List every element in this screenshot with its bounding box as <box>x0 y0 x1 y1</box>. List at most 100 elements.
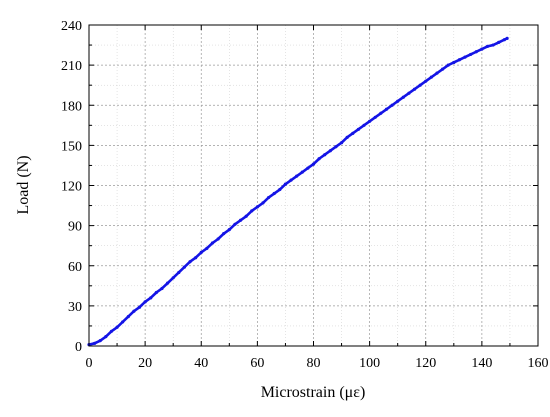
data-point <box>278 187 282 192</box>
data-point <box>238 218 243 222</box>
x-axis-tick-labels: 0 20 40 60 80 100 120 140 160 <box>86 356 549 371</box>
data-point <box>452 60 456 65</box>
data-point <box>104 335 108 339</box>
data-point <box>379 111 383 115</box>
data-point <box>98 339 102 343</box>
data-point <box>222 232 226 236</box>
y-tick-label: 120 <box>61 180 82 195</box>
data-point <box>121 320 125 324</box>
data-point <box>328 149 332 153</box>
data-point <box>390 103 394 107</box>
data-point <box>306 166 310 170</box>
data-point <box>463 55 467 59</box>
series-line <box>87 37 509 346</box>
data-point <box>323 153 327 157</box>
data-point <box>267 195 271 200</box>
data-point <box>205 246 209 250</box>
data-point <box>457 58 462 62</box>
x-tick-label: 80 <box>307 356 321 371</box>
data-point <box>149 296 153 300</box>
data-point <box>424 79 428 83</box>
data-point <box>412 87 417 91</box>
data-point <box>368 119 372 123</box>
data-point <box>418 83 422 87</box>
data-point <box>289 178 293 182</box>
data-point <box>194 256 198 260</box>
data-point <box>491 43 495 47</box>
y-tick-label: 90 <box>68 220 82 235</box>
y-tick-label: 0 <box>75 340 82 355</box>
data-point <box>188 260 192 264</box>
y-tick-label: 240 <box>61 19 82 34</box>
data-point <box>300 170 304 174</box>
data-point <box>255 205 259 209</box>
x-tick-label: 60 <box>250 356 264 371</box>
x-tick-label: 160 <box>528 356 549 371</box>
data-point <box>182 265 187 269</box>
data-point <box>429 75 433 79</box>
data-point <box>311 162 316 166</box>
data-point <box>435 71 439 75</box>
data-point <box>440 67 445 71</box>
data-point <box>227 228 231 232</box>
data-point <box>351 131 355 135</box>
data-point <box>480 47 484 51</box>
data-point <box>250 209 254 213</box>
data-point <box>497 40 501 44</box>
data-point <box>233 222 237 226</box>
y-tick-label: 210 <box>61 59 82 74</box>
data-point <box>407 91 411 95</box>
data-point <box>154 290 158 295</box>
data-point <box>177 270 181 275</box>
x-tick-label: 0 <box>86 356 93 371</box>
x-tick-label: 140 <box>471 356 492 371</box>
x-tick-label: 120 <box>415 356 436 371</box>
data-point <box>137 305 142 309</box>
data-point <box>109 329 114 333</box>
data-point <box>160 286 164 291</box>
data-point <box>126 314 130 319</box>
data-point <box>295 174 299 178</box>
axis-ticks <box>88 24 539 347</box>
data-point <box>115 325 119 329</box>
data-point <box>261 201 265 205</box>
series-layer <box>87 36 509 347</box>
data-point <box>143 300 147 304</box>
data-point <box>272 191 276 196</box>
y-tick-label: 30 <box>68 300 82 315</box>
data-point <box>171 276 175 280</box>
data-point <box>502 38 506 42</box>
data-point <box>339 141 344 145</box>
data-point <box>485 44 490 49</box>
data-point <box>199 250 203 254</box>
data-point <box>373 115 377 119</box>
data-point <box>244 214 248 218</box>
x-tick-label: 40 <box>194 356 208 371</box>
data-point <box>216 237 220 241</box>
data-point <box>165 281 170 285</box>
grid <box>89 25 538 346</box>
data-point <box>474 50 478 54</box>
data-point <box>317 157 321 161</box>
data-point <box>469 52 473 57</box>
data-point <box>210 241 215 245</box>
x-tick-label: 20 <box>138 356 152 371</box>
y-tick-label: 150 <box>61 139 82 154</box>
data-point <box>396 99 400 103</box>
data-point <box>283 182 288 186</box>
data-point <box>384 107 389 111</box>
data-point <box>132 309 136 313</box>
data-point <box>345 135 349 139</box>
y-axis-title: Load (N) <box>15 155 32 214</box>
data-point <box>505 36 509 40</box>
data-point <box>356 127 360 131</box>
data-point <box>334 145 338 149</box>
data-point <box>446 63 450 67</box>
y-tick-label: 60 <box>68 260 82 275</box>
data-point <box>362 123 366 127</box>
data-point <box>401 95 405 99</box>
data-point <box>93 341 97 345</box>
x-tick-label: 100 <box>359 356 380 371</box>
x-axis-title: Microstrain (με) <box>261 384 366 401</box>
